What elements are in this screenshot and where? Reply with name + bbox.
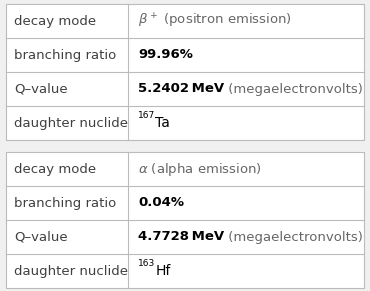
Text: $\alpha$ (alpha emission): $\alpha$ (alpha emission) xyxy=(138,161,262,178)
Text: (megaelectronvolts): (megaelectronvolts) xyxy=(224,230,363,244)
Text: 4.7728 MeV: 4.7728 MeV xyxy=(138,230,224,244)
Bar xyxy=(6,4,364,140)
Bar xyxy=(6,152,364,288)
Text: 99.96%: 99.96% xyxy=(138,49,193,61)
Text: 167: 167 xyxy=(138,111,155,120)
Text: 0.04%: 0.04% xyxy=(138,196,184,210)
Text: branching ratio: branching ratio xyxy=(14,196,116,210)
Text: Ta: Ta xyxy=(155,116,170,130)
Text: Hf: Hf xyxy=(155,264,171,278)
Text: daughter nuclide: daughter nuclide xyxy=(14,116,128,129)
Text: Q–value: Q–value xyxy=(14,230,68,244)
Text: branching ratio: branching ratio xyxy=(14,49,116,61)
Text: decay mode: decay mode xyxy=(14,15,96,28)
Text: 167: 167 xyxy=(138,111,155,120)
Text: 163: 163 xyxy=(138,259,155,268)
Text: Q–value: Q–value xyxy=(14,83,68,95)
Text: 163: 163 xyxy=(138,259,155,268)
Text: daughter nuclide: daughter nuclide xyxy=(14,265,128,278)
Bar xyxy=(6,152,364,288)
Text: 5.2402 MeV: 5.2402 MeV xyxy=(138,83,224,95)
Text: decay mode: decay mode xyxy=(14,162,96,175)
Text: (megaelectronvolts): (megaelectronvolts) xyxy=(224,83,363,95)
Bar xyxy=(6,4,364,140)
Text: $\beta^+$ (positron emission): $\beta^+$ (positron emission) xyxy=(138,12,292,30)
